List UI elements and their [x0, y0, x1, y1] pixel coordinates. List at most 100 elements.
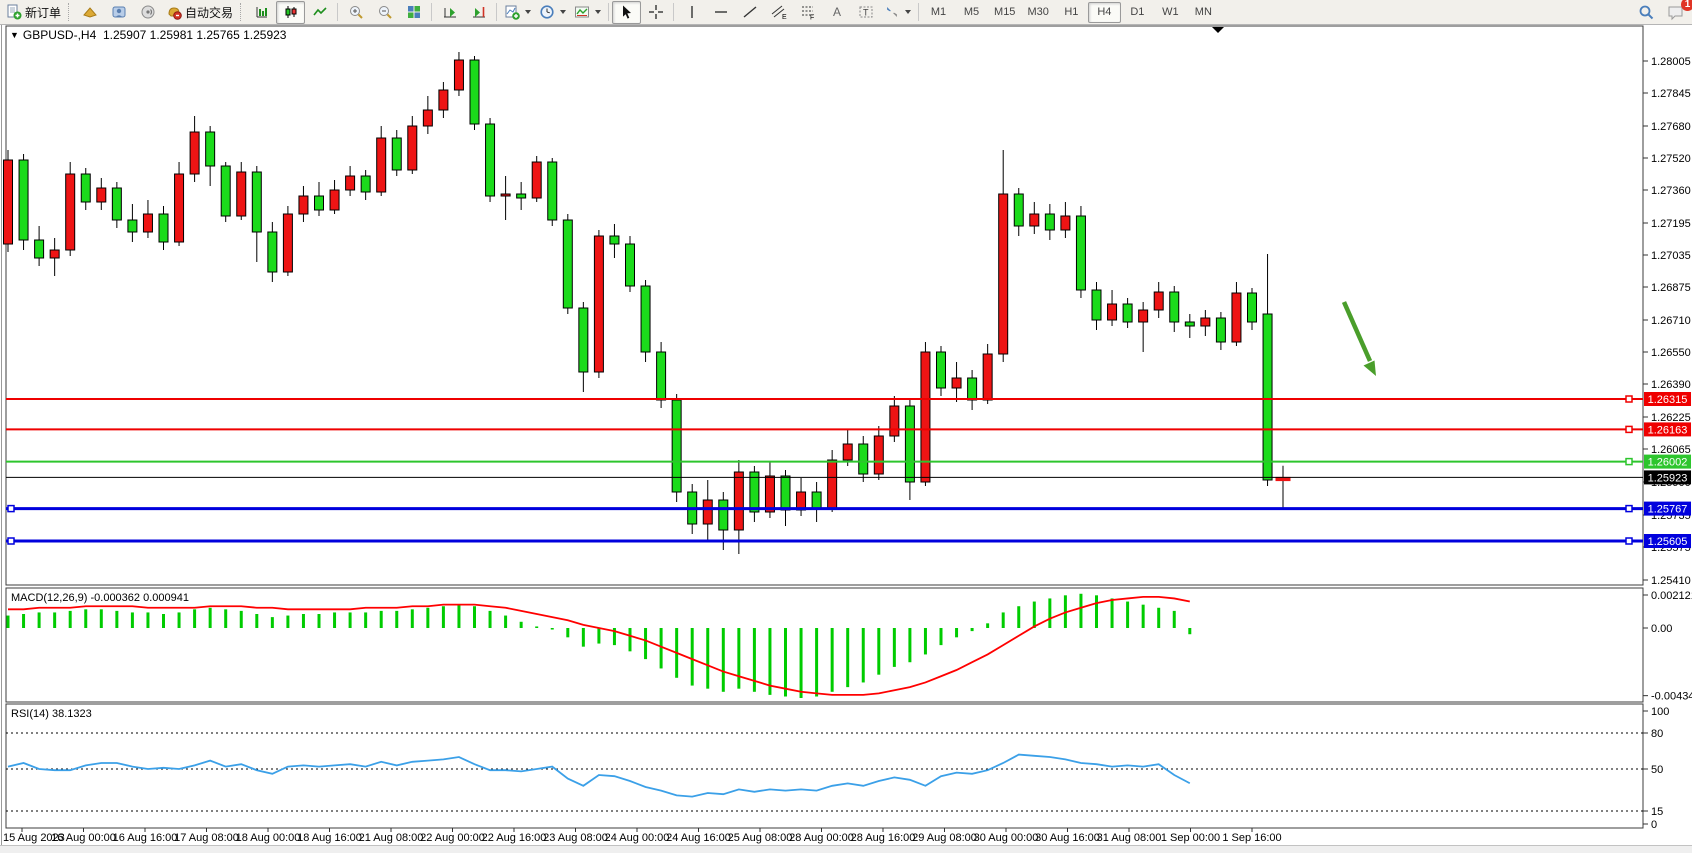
chat-button[interactable]: 1 — [1661, 0, 1692, 24]
candlestick — [811, 491, 822, 509]
price-axis-label: 1.27360 — [1651, 185, 1691, 197]
timeframe-button-m15[interactable]: M15 — [994, 6, 1016, 18]
vertical-line-button[interactable] — [677, 1, 706, 24]
time-axis-label: 18 Aug 00:00 — [236, 832, 301, 844]
history-center-button[interactable] — [75, 1, 104, 24]
macd-axis-label: 0.00 — [1651, 623, 1672, 635]
candlestick — [562, 219, 573, 309]
text-icon: A — [833, 5, 841, 19]
candlestick — [1169, 291, 1180, 323]
rsi-pane[interactable] — [5, 703, 1644, 829]
text-button[interactable]: A — [822, 1, 851, 24]
line-handle[interactable] — [1625, 537, 1633, 545]
candlestick — [827, 459, 838, 509]
candlestick — [671, 399, 682, 493]
candlestick-chart-button[interactable] — [276, 0, 306, 24]
crosshair-button[interactable] — [641, 1, 670, 24]
trendline-button[interactable] — [735, 1, 764, 24]
new-order-button[interactable]: 新订单 — [2, 1, 65, 24]
chart-ohlc-values: 1.25907 1.25981 1.25765 1.25923 — [102, 28, 287, 42]
candlestick — [158, 213, 169, 243]
line-chart-button[interactable] — [305, 1, 334, 24]
status-strip — [0, 845, 1692, 853]
macd-axis-label: -0.004348 — [1651, 691, 1692, 703]
tile-windows-button[interactable] — [399, 1, 428, 24]
horizontal-line-button[interactable] — [706, 1, 735, 24]
periods-button[interactable] — [535, 1, 570, 24]
candlestick — [1060, 215, 1071, 231]
arrows-button[interactable] — [880, 1, 915, 24]
toolbar-separator — [431, 3, 433, 21]
equidistant-channel-button[interactable]: E — [764, 1, 793, 24]
signals-button[interactable] — [133, 1, 162, 24]
candlestick — [951, 377, 962, 389]
vertical-line-icon — [690, 6, 693, 18]
line-chart-icon — [312, 7, 327, 16]
line-handle[interactable] — [1625, 395, 1633, 403]
candlestick — [640, 285, 651, 353]
toolbar-separator — [337, 3, 339, 21]
timeframe-button-w1[interactable]: W1 — [1162, 6, 1179, 18]
candlestick — [1262, 313, 1273, 481]
candlestick — [656, 351, 667, 401]
chart-shift-button[interactable] — [464, 1, 493, 24]
chart-menu-arrow-icon[interactable]: ▼ — [10, 30, 19, 40]
indicators-button[interactable] — [500, 1, 535, 24]
svg-text:T: T — [863, 8, 869, 18]
line-handle[interactable] — [1625, 457, 1633, 466]
toolbar-grip — [240, 3, 244, 21]
rsi-axis-label: 100 — [1651, 706, 1669, 718]
candlestick — [1044, 213, 1055, 231]
candlestick — [936, 351, 946, 389]
price-tag-label: 1.26002 — [1648, 457, 1688, 469]
zoom-in-button[interactable] — [341, 1, 370, 24]
line-handle[interactable] — [7, 504, 15, 513]
candlestick — [3, 159, 13, 245]
timeframe-button-h4[interactable]: H4 — [1087, 1, 1121, 23]
candlestick — [733, 471, 744, 531]
templates-button[interactable] — [570, 1, 605, 24]
candlestick — [625, 243, 635, 287]
line-handle[interactable] — [7, 537, 15, 545]
time-axis-label: 24 Aug 16:00 — [666, 832, 731, 844]
timeframe-button-mn[interactable]: MN — [1194, 6, 1212, 18]
toolbar-separator — [608, 3, 610, 21]
timeframe-button-h1[interactable]: H1 — [1064, 6, 1079, 18]
fibonacci-button[interactable]: F — [793, 1, 822, 24]
history-center-icon — [82, 7, 97, 18]
auto-trading-icon — [168, 7, 182, 20]
metaeditor-button[interactable] — [104, 1, 133, 24]
search-button[interactable] — [1632, 1, 1661, 24]
candlestick — [1138, 309, 1149, 323]
timeframe-button-m30[interactable]: M30 — [1027, 6, 1049, 18]
cursor-button[interactable] — [612, 0, 642, 24]
candlestick — [65, 173, 76, 251]
macd-pane[interactable] — [5, 587, 1644, 703]
candlestick — [469, 59, 480, 125]
annotation-arrow[interactable] — [1341, 301, 1373, 362]
text-label-icon: T — [859, 6, 873, 18]
equidistant-channel-icon: E — [771, 5, 787, 20]
candlestick — [376, 137, 387, 193]
candlestick — [438, 89, 449, 111]
timeframe-button-m5[interactable]: M5 — [963, 6, 980, 18]
time-axis-label: 23 Aug 08:00 — [543, 832, 608, 844]
timeframe-button-d1[interactable]: D1 — [1130, 6, 1145, 18]
cursor-icon — [622, 5, 631, 19]
timeframe-button-m1[interactable]: M1 — [930, 6, 947, 18]
auto-scroll-button[interactable] — [435, 1, 464, 24]
line-handle[interactable] — [1625, 425, 1633, 434]
time-axis-label: 15 Aug 2023 — [3, 832, 65, 844]
bar-chart-button[interactable] — [247, 1, 276, 24]
text-label-button[interactable]: T — [851, 1, 880, 24]
candlestick — [142, 213, 153, 233]
line-handle[interactable] — [1625, 504, 1633, 513]
zoom-out-button[interactable] — [370, 1, 399, 24]
auto-trading-button[interactable]: 自动交易 — [162, 1, 237, 24]
time-axis-label: 18 Aug 16:00 — [297, 832, 362, 844]
main-price-pane[interactable] — [5, 25, 1644, 586]
candlestick — [702, 499, 713, 525]
tile-windows-icon — [407, 6, 420, 18]
toolbar-separator — [918, 3, 920, 21]
